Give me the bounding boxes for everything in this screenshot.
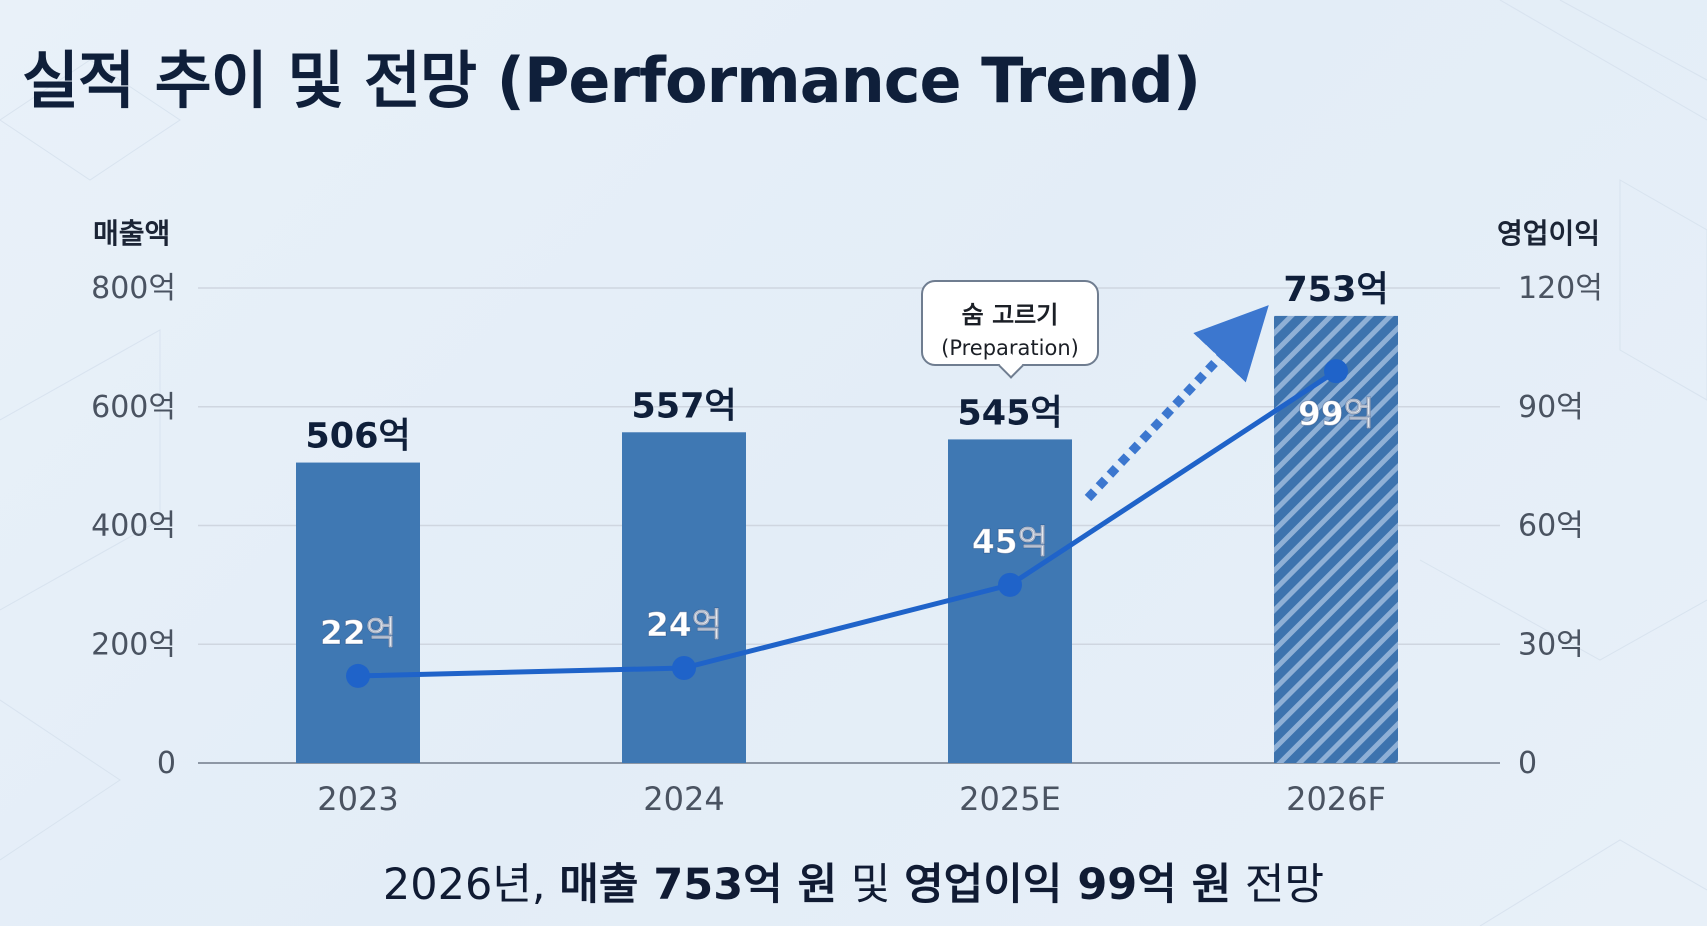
y-axis-title-left: 매출액 bbox=[93, 217, 170, 250]
operating-profit-label-2025e: 45억 bbox=[972, 522, 1048, 561]
summary-operating-profit: 영업이익 99억 원 bbox=[904, 860, 1232, 910]
page-title: 실적 추이 및 전망 (Performance Trend) bbox=[22, 44, 1201, 117]
operating-profit-point-2023 bbox=[346, 663, 370, 688]
operating-profit-label-2026f: 99억 bbox=[1298, 394, 1374, 433]
y-tick-label-left: 200억 bbox=[91, 627, 176, 662]
operating-profit-label-2024: 24억 bbox=[646, 605, 722, 644]
y-tick-label-right: 30억 bbox=[1518, 627, 1584, 662]
summary-revenue: 매출 753억 원 bbox=[559, 860, 838, 910]
revenue-label-2025e: 545억 bbox=[957, 393, 1062, 433]
y-tick-label-left: 800억 bbox=[91, 271, 176, 306]
y-tick-label-right: 120억 bbox=[1518, 271, 1603, 306]
y-tick-label-left: 400억 bbox=[91, 509, 176, 544]
revenue-label-2024: 557억 bbox=[631, 386, 736, 426]
operating-profit-point-2026f bbox=[1324, 359, 1348, 384]
y-tick-label-right: 60억 bbox=[1518, 509, 1584, 544]
revenue-bar-2025e bbox=[948, 439, 1072, 763]
operating-profit-line bbox=[355, 368, 1339, 679]
x-tick-label-2023: 2023 bbox=[317, 780, 398, 818]
y-axis-title-right: 영업이익 bbox=[1497, 217, 1600, 250]
summary-middle: 및 bbox=[837, 860, 905, 910]
revenue-label-2023: 506억 bbox=[305, 417, 410, 457]
y-tick-label-right: 0 bbox=[1518, 746, 1537, 781]
summary-text: 2026년, 매출 753억 원 및 영업이익 99억 원 전망 bbox=[0, 850, 1707, 912]
callout-title: 숨 고르기 bbox=[961, 301, 1059, 329]
revenue-bar-2026f bbox=[1274, 315, 1398, 763]
revenue-bar-2024 bbox=[622, 432, 746, 763]
operating-profit-point-2025e bbox=[998, 572, 1022, 597]
summary-suffix: 전망 bbox=[1231, 860, 1325, 910]
callout-preparation: 숨 고르기 (Preparation) bbox=[921, 280, 1099, 366]
y-tick-label-left: 0 bbox=[157, 746, 176, 781]
revenue-bar-2023 bbox=[296, 462, 420, 763]
x-tick-label-2026f: 2026F bbox=[1286, 780, 1386, 818]
x-tick-label-2024: 2024 bbox=[643, 780, 724, 818]
y-tick-label-left: 600억 bbox=[91, 390, 176, 425]
x-tick-label-2025e: 2025E bbox=[959, 780, 1061, 818]
callout-subtitle: (Preparation) bbox=[941, 336, 1079, 360]
operating-profit-point-2024 bbox=[672, 656, 696, 680]
revenue-label-2026f: 753억 bbox=[1283, 270, 1388, 310]
y-tick-label-right: 90억 bbox=[1518, 390, 1584, 425]
operating-profit-label-2023: 22억 bbox=[320, 613, 396, 652]
summary-prefix: 2026년, bbox=[382, 860, 560, 910]
forecast-arrow bbox=[1084, 305, 1269, 502]
